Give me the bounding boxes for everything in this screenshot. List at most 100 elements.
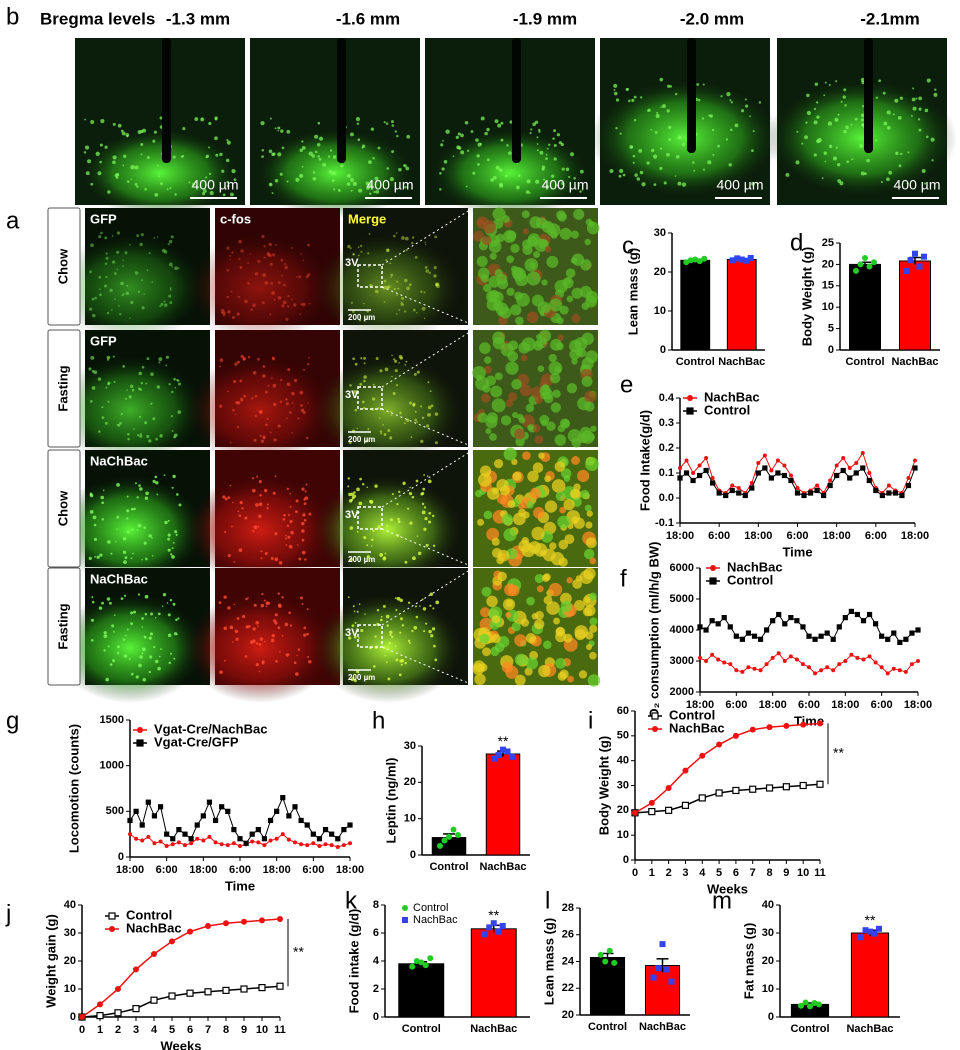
x-tick-label: Control (402, 1023, 441, 1035)
cell (160, 648, 162, 650)
cell (571, 358, 578, 365)
cell (859, 143, 864, 149)
cell (337, 188, 341, 192)
cell (140, 153, 143, 156)
marker (96, 1011, 104, 1020)
cell (504, 174, 508, 178)
cell (380, 618, 383, 622)
cell (251, 488, 256, 493)
cell (280, 379, 283, 382)
point (871, 259, 877, 266)
cell (298, 275, 302, 279)
cell (358, 188, 363, 193)
cell (268, 242, 272, 247)
cell (101, 518, 105, 521)
cell (120, 597, 124, 600)
point (597, 951, 604, 958)
cell (529, 262, 536, 269)
cell (144, 421, 148, 425)
cell (277, 424, 281, 428)
cell (348, 636, 352, 640)
y-axis-label: Food Intake(g/d) (637, 410, 652, 511)
ventricle (687, 38, 696, 153)
cell (389, 633, 392, 637)
y-tick-label: 0 (373, 1011, 379, 1023)
x-tick-label: 6:00 (156, 864, 178, 876)
marker (841, 456, 846, 460)
marker (867, 471, 872, 475)
cell (416, 421, 418, 423)
marker (696, 472, 703, 479)
cell (350, 178, 354, 182)
cell (749, 115, 751, 118)
marker (739, 636, 745, 642)
marker (311, 841, 316, 846)
cell (361, 144, 366, 148)
cell (99, 293, 102, 297)
x-tick-label: 18:00 (823, 530, 851, 542)
marker (187, 928, 193, 935)
point (738, 256, 745, 263)
cell (236, 360, 241, 364)
cell (302, 302, 306, 307)
cell (151, 555, 154, 557)
cell (115, 541, 117, 543)
cell (156, 385, 160, 389)
cell (480, 607, 491, 618)
x-tick-label: 6:00 (229, 864, 251, 876)
cell (253, 438, 257, 442)
cell (828, 144, 833, 149)
point (858, 934, 864, 941)
cell (247, 597, 249, 599)
cell (824, 160, 827, 163)
marker (709, 618, 715, 624)
cell (400, 302, 404, 306)
cell (493, 175, 497, 180)
y-tick-label: 20 (762, 955, 774, 967)
marker (716, 657, 721, 662)
point (866, 263, 873, 270)
cell (289, 624, 293, 627)
cell (236, 312, 240, 316)
cell (514, 674, 526, 686)
point (729, 257, 736, 264)
cell (472, 171, 476, 175)
cell (707, 160, 712, 165)
cell (113, 380, 116, 383)
cell (416, 312, 418, 314)
series-line (634, 783, 821, 814)
cell (546, 255, 559, 268)
cell (398, 167, 402, 172)
cell (494, 459, 504, 469)
marker (879, 665, 884, 670)
cell (138, 371, 143, 376)
cell (383, 279, 387, 283)
cell (414, 418, 417, 422)
x-tick-label: 5 (716, 867, 722, 879)
cell (390, 518, 393, 522)
cell (229, 484, 232, 487)
cell (277, 296, 282, 300)
marker (749, 485, 755, 491)
marker (732, 786, 740, 795)
cell (128, 395, 132, 399)
cell (514, 428, 525, 440)
cell (141, 365, 145, 369)
cell (282, 300, 287, 305)
cell (114, 298, 116, 301)
cell (609, 168, 614, 174)
cell (489, 252, 497, 260)
y-tick-label: 8 (373, 899, 379, 911)
marker (749, 481, 754, 485)
cell (287, 294, 290, 298)
point (871, 930, 878, 937)
cell (285, 544, 288, 546)
cell (520, 618, 530, 627)
cell (538, 664, 551, 678)
cell (407, 507, 410, 510)
marker (687, 395, 693, 401)
cell (585, 643, 593, 651)
cell (301, 602, 304, 606)
cell (353, 610, 356, 612)
marker (819, 668, 824, 673)
